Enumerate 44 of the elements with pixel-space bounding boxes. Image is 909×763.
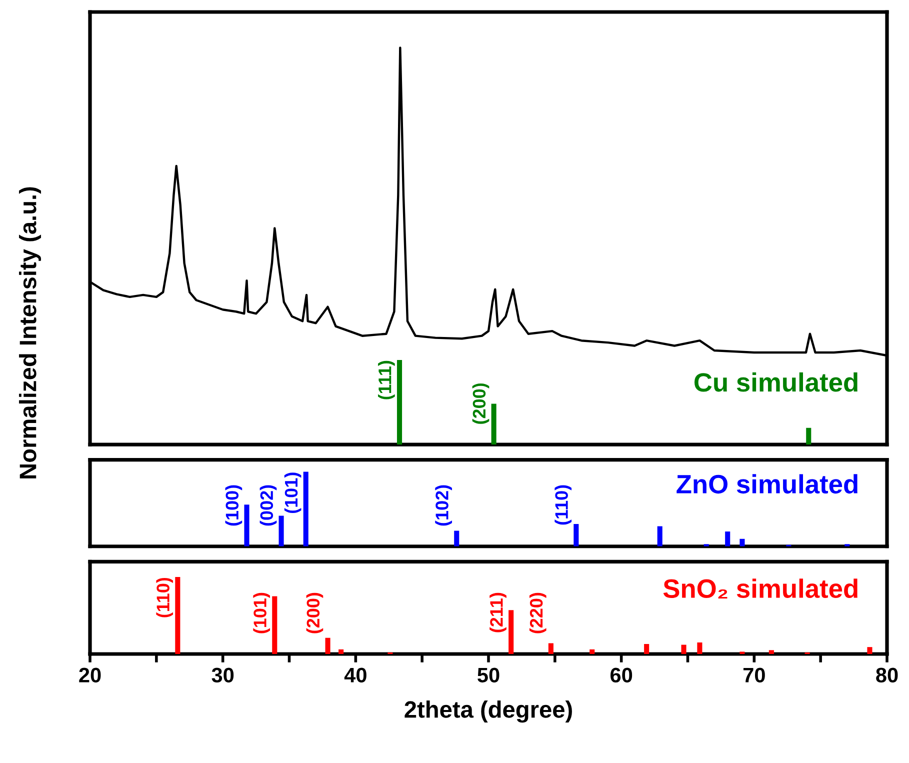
x-tick-label: 40	[344, 668, 366, 682]
bar	[681, 644, 686, 654]
bar	[740, 538, 745, 546]
bar	[697, 642, 702, 654]
bar	[644, 644, 650, 654]
bar	[590, 649, 595, 654]
x-tick-label: 80	[876, 668, 898, 682]
x-axis-title: 2theta (degree)	[404, 700, 572, 723]
annotation: (100)	[225, 485, 242, 526]
annotation: (110)	[156, 578, 174, 618]
annotation: Cu simulated	[694, 372, 858, 392]
annotation: ZnO simulated	[676, 474, 858, 494]
bar	[548, 643, 554, 654]
annotation: (220)	[529, 592, 546, 634]
bar	[175, 577, 180, 654]
bar	[574, 524, 579, 546]
bar	[867, 647, 872, 654]
bar	[338, 649, 344, 654]
x-tick-label: 50	[478, 668, 500, 682]
x-tick-label: 70	[743, 668, 765, 682]
annotation: (200)	[472, 383, 490, 424]
bar	[454, 530, 460, 546]
annotation: (200)	[306, 592, 324, 634]
annotation: (101)	[284, 472, 302, 514]
bar	[303, 472, 308, 546]
annotation: (111)	[378, 360, 395, 400]
bar	[272, 596, 278, 654]
y-axis-title: Normalized Intensity (a.u.)	[18, 187, 42, 478]
x-tick-label: 20	[79, 668, 101, 682]
annotation: SnO₂ simulated	[663, 578, 858, 599]
bar	[725, 531, 730, 546]
bar	[657, 526, 662, 546]
bar	[508, 610, 514, 654]
bar	[768, 650, 774, 654]
annotation: (002)	[260, 485, 277, 526]
bar	[244, 504, 250, 546]
bar	[278, 516, 284, 546]
annotation: (211)	[490, 592, 506, 632]
x-tick-label: 30	[212, 668, 234, 683]
annotation: (102)	[435, 485, 452, 526]
annotation: (101)	[253, 592, 270, 634]
bar	[325, 638, 330, 654]
annotation: (110)	[554, 485, 572, 525]
x-tick-label: 60	[610, 668, 632, 682]
